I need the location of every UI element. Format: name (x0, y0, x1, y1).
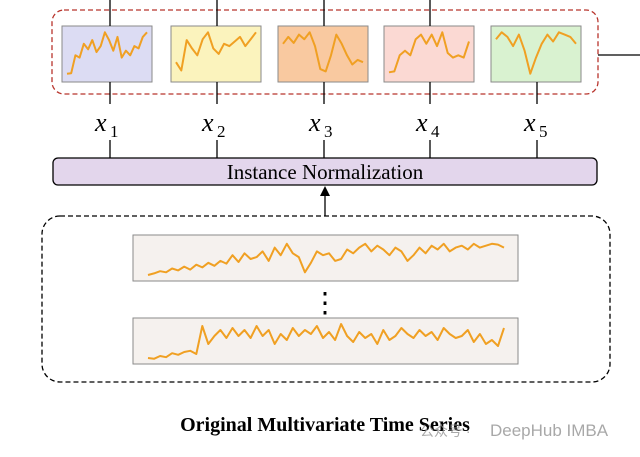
svg-text:x: x (94, 108, 107, 137)
series-layer (147, 242, 505, 360)
patch-label-5: x 5 (523, 108, 548, 141)
patch-5-line (495, 31, 577, 75)
svg-text:x: x (415, 108, 428, 137)
patch-3 (277, 25, 369, 83)
svg-text:2: 2 (217, 122, 226, 141)
svg-text:3: 3 (324, 122, 333, 141)
patch-label-2: x 2 (201, 108, 226, 141)
series-panel-top (132, 234, 519, 282)
input-arrow-head (320, 186, 330, 196)
patch-group-box (51, 9, 599, 95)
series-top-line (147, 242, 505, 276)
svg-text:4: 4 (431, 122, 440, 141)
series-bottom-line (147, 323, 505, 360)
instance-normalization-label: Instance Normalization (227, 160, 424, 184)
instance-normalization-box (52, 157, 598, 186)
svg-text:5: 5 (539, 122, 548, 141)
diagram-caption: Original Multivariate Time Series (180, 414, 470, 436)
series-panel-bottom (132, 317, 519, 365)
series-ellipsis: ⋮ (311, 288, 339, 319)
patch-2-line (175, 31, 257, 72)
patch-connectors (109, 0, 538, 158)
svg-text:1: 1 (110, 122, 119, 141)
patch-label-4: x 4 (415, 108, 440, 141)
patch-label-3: x 3 (308, 108, 333, 141)
patch-4-line (388, 31, 470, 74)
watermark: DeepHub IMBA (490, 421, 609, 440)
patches-layer (61, 25, 582, 83)
svg-text:x: x (308, 108, 321, 137)
patch-1-line (66, 31, 148, 75)
patch-4 (383, 25, 475, 83)
patch-3-line (282, 31, 364, 73)
series-group-box (41, 215, 611, 383)
svg-text:x: x (523, 108, 536, 137)
svg-text:x: x (201, 108, 214, 137)
watermark-prefix: 公众号 · (420, 423, 471, 439)
patch-2 (170, 25, 262, 83)
patch-label-1: x 1 (94, 108, 119, 141)
